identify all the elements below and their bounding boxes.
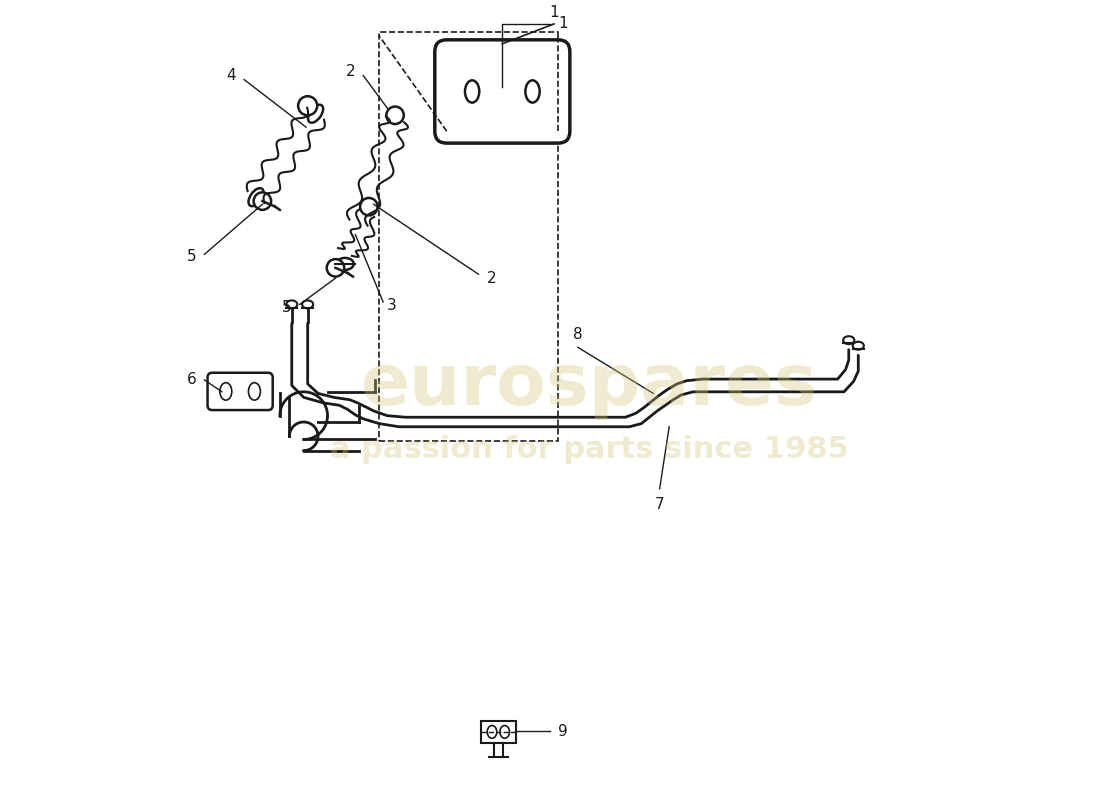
Ellipse shape (465, 80, 480, 102)
Ellipse shape (852, 342, 864, 350)
Ellipse shape (220, 382, 232, 400)
Text: eurospares: eurospares (361, 351, 818, 420)
Ellipse shape (844, 336, 855, 344)
FancyBboxPatch shape (208, 373, 273, 410)
Bar (379, 32, 558, 441)
Ellipse shape (360, 198, 377, 215)
Text: 7: 7 (654, 497, 664, 512)
Text: 5: 5 (282, 300, 292, 315)
FancyBboxPatch shape (434, 40, 570, 143)
Text: a passion for parts since 1985: a passion for parts since 1985 (330, 434, 849, 463)
Ellipse shape (487, 726, 497, 738)
Ellipse shape (308, 105, 323, 122)
Text: 9: 9 (558, 723, 568, 738)
Ellipse shape (327, 259, 344, 277)
Ellipse shape (386, 106, 404, 124)
FancyBboxPatch shape (481, 721, 516, 743)
Text: 2: 2 (345, 64, 355, 79)
Text: 2: 2 (486, 270, 496, 286)
Text: 3: 3 (387, 298, 397, 314)
Ellipse shape (286, 301, 297, 308)
Ellipse shape (526, 80, 540, 102)
Ellipse shape (298, 96, 317, 115)
Ellipse shape (249, 188, 264, 206)
Text: 1: 1 (549, 5, 559, 20)
Text: 6: 6 (187, 372, 197, 387)
Ellipse shape (302, 301, 313, 308)
Text: 1: 1 (558, 17, 568, 31)
Ellipse shape (499, 726, 509, 738)
Ellipse shape (337, 258, 354, 270)
Ellipse shape (249, 382, 261, 400)
Text: 8: 8 (573, 326, 583, 342)
Text: 4: 4 (227, 68, 236, 83)
Text: 5: 5 (187, 250, 197, 264)
Ellipse shape (254, 192, 271, 210)
